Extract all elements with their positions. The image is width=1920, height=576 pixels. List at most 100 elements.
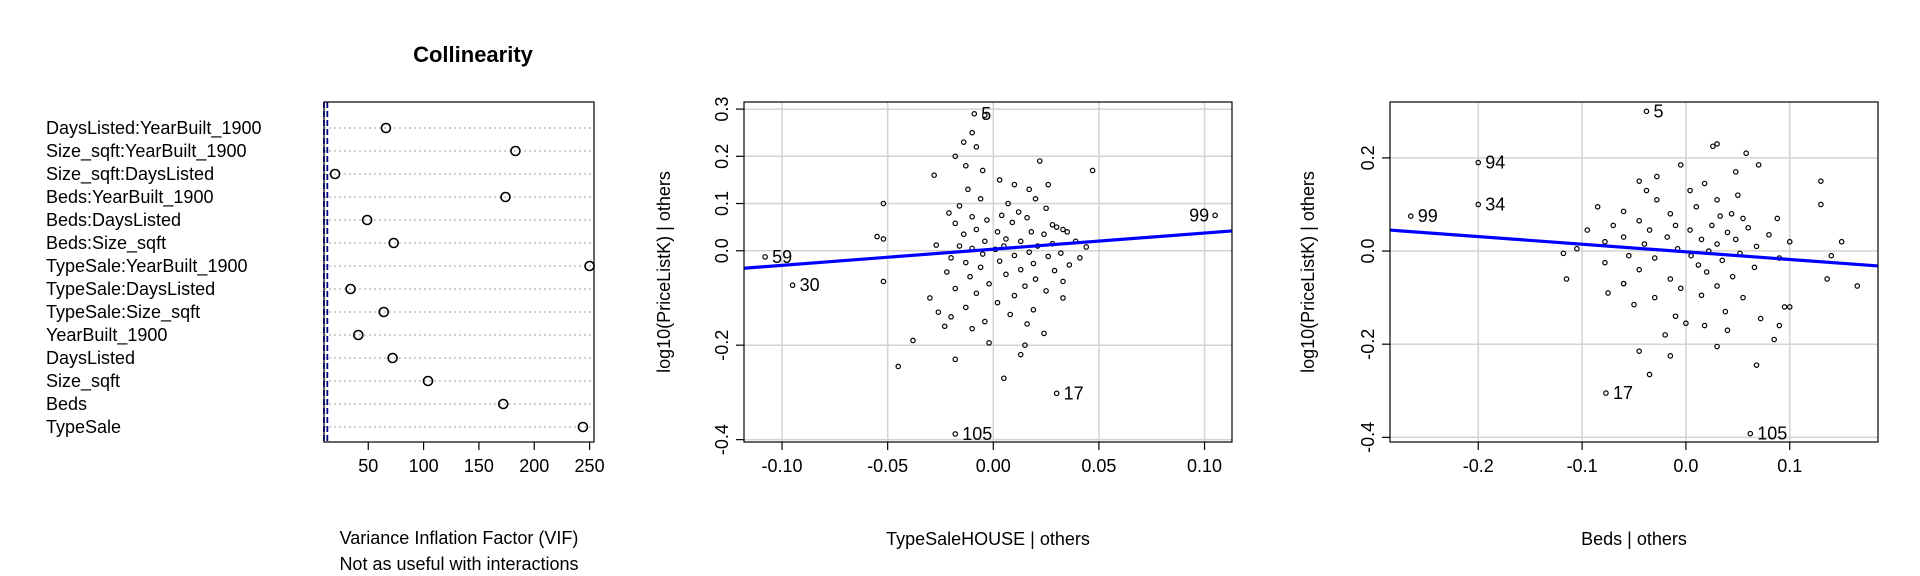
p3-point [1740,294,1746,301]
beds-x-ticks: -0.2 -0.1 0.0 0.1 [1463,442,1802,476]
p3-point [1610,222,1617,229]
vif-x-axis-label: Variance Inflation Factor (VIF) [340,528,579,548]
p3-point [1646,227,1653,233]
p3-point [1667,210,1674,217]
p2-point [982,112,988,119]
p2-point [971,111,978,117]
p3-point [1687,227,1693,233]
p3-point [1724,327,1731,334]
p2-point [1015,209,1022,215]
p3-point [1714,241,1720,247]
p2-point [1051,267,1058,274]
typesale-grid [744,102,1232,442]
p3-point [1641,241,1648,247]
beds-y-ticks: -0.4 -0.2 0.0 0.2 [1358,145,1390,453]
p3-point-label: 99 [1418,206,1438,226]
p3-point [1714,343,1720,350]
p3-point [1818,178,1824,184]
p3-point [1740,215,1746,222]
p3-point [1620,234,1627,240]
p2-point [952,285,959,292]
vif-point [577,421,589,433]
p3-point [1677,285,1684,292]
vif-category-label: TypeSale [46,417,121,437]
p3-y-tick-label: 0.0 [1358,239,1378,264]
vif-category-label: TypeSale:YearBuilt_1900 [46,256,248,277]
p2-point [1053,224,1060,230]
vif-point [388,237,400,249]
p2-fit-line [743,229,1233,270]
p2-point [1017,238,1024,245]
p2-point [1005,200,1011,207]
p3-point [1636,266,1642,273]
p3-point [1722,308,1729,315]
vif-x-tick-label: 50 [358,456,378,476]
vif-category-label: Beds:DaysListed [46,210,181,230]
p3-point [1818,201,1824,208]
p3-point [1786,238,1793,245]
p2-x-tick-label: 0.10 [1187,456,1222,476]
p3-point [1774,215,1781,222]
p3-point [1636,348,1642,354]
p2-point [880,200,887,207]
typesale-points [762,111,1218,437]
p3-x-tick-label: 0.0 [1673,456,1698,476]
p2-point [1045,253,1052,260]
p2-point [994,229,1001,235]
p3-point [1701,322,1708,329]
collinearity-panel: Collinearity DaysListed:YearBuilt_1900Si… [46,42,605,574]
p3-point [1594,203,1601,210]
p2-point [1041,330,1047,337]
p2-point [762,254,768,260]
vif-point [510,145,521,157]
p3-point [1651,294,1658,301]
p2-point [1049,221,1056,228]
p3-point [1709,222,1715,229]
p2-point [1028,229,1035,235]
p3-point [1646,371,1653,378]
p2-y-tick-label: 0.2 [712,144,732,169]
p3-point [1719,257,1726,264]
typesale-y-ticks: -0.4 -0.2 0.0 0.1 0.2 0.3 [712,97,744,455]
p2-point [973,226,980,233]
p3-point [1687,187,1693,194]
p2-point [1043,288,1049,294]
p2-point [1212,212,1218,219]
p2-point-label: 17 [1064,383,1084,403]
p3-x-tick-label: -0.1 [1567,456,1598,476]
p2-point [1026,249,1032,255]
p2-point [969,129,975,136]
p2-point [952,356,959,363]
vif-category-label: DaysListed [46,348,135,368]
p2-y-tick-label: -0.4 [712,424,732,455]
vif-x-tick-label: 200 [519,456,549,476]
p2-point [996,177,1003,183]
p3-point [1701,180,1708,187]
p2-point [956,243,963,249]
p3-point [1824,276,1830,282]
vif-plot-frame [323,101,595,443]
vif-x-axis-sublabel: Not as useful with interactions [339,554,578,574]
vif-point [497,398,509,410]
vif-point [361,214,373,226]
p3-point [1654,197,1660,203]
p3-point-label: 5 [1653,101,1663,121]
p3-point [1584,227,1591,233]
typesale-fit-line [743,229,1233,270]
p3-point [1574,245,1580,252]
p3-point [1605,290,1611,296]
p2-point [979,251,986,257]
vif-point [500,191,511,203]
p3-point [1717,213,1723,219]
p2-point [952,220,959,227]
p2-x-tick-label: -0.05 [867,456,908,476]
p2-point [1089,167,1096,174]
p3-point [1757,315,1764,322]
p2-point [910,337,916,344]
p3-point [1747,430,1754,437]
p3-point [1563,276,1570,282]
p2-y-tick-label: 0.0 [712,238,732,263]
p2-point [1011,252,1018,259]
vif-x-tick-label: 250 [575,456,605,476]
p3-point [1662,332,1668,338]
